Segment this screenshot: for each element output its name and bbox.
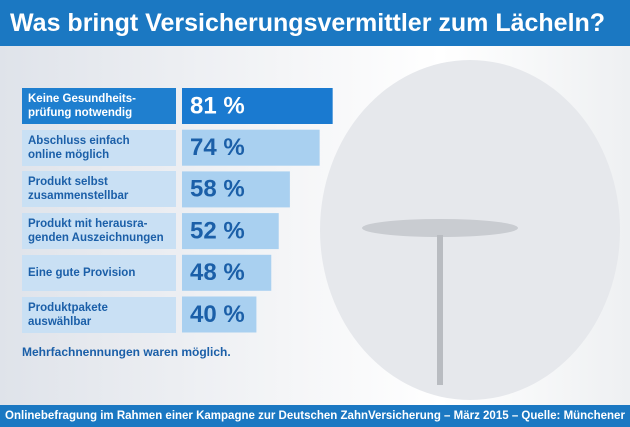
bar bbox=[182, 296, 257, 333]
bar bbox=[182, 171, 290, 208]
bar bbox=[182, 88, 333, 124]
value-label: 52 % bbox=[190, 217, 245, 244]
category-label: Produkt mit herausra- genden Auszeichnun… bbox=[22, 213, 176, 250]
table-top bbox=[362, 219, 518, 237]
source: Onlinebefragung im Rahmen einer Kampagne… bbox=[0, 405, 630, 427]
category-label: Eine gute Provision bbox=[22, 254, 176, 291]
value-label: 74 % bbox=[190, 134, 245, 161]
chart-title: Was bringt Versicherungsvermittler zum L… bbox=[0, 0, 630, 46]
note: Mehrfachnennungen waren möglich. bbox=[22, 345, 231, 359]
category-label: Produktpakete auswählbar bbox=[22, 296, 176, 333]
value-label: 81 % bbox=[190, 92, 245, 119]
bar bbox=[182, 213, 279, 250]
category-label: Produkt selbst zusammenstellbar bbox=[22, 171, 176, 208]
bar bbox=[182, 129, 320, 166]
bar bbox=[182, 254, 272, 291]
table-leg bbox=[437, 235, 443, 385]
value-label: 48 % bbox=[190, 259, 245, 286]
value-label: 40 % bbox=[190, 301, 245, 328]
value-label: 58 % bbox=[190, 176, 245, 203]
category-label: Abschluss einfach online möglich bbox=[22, 129, 176, 166]
category-label: Keine Gesundheits- prüfung notwendig bbox=[22, 88, 176, 124]
